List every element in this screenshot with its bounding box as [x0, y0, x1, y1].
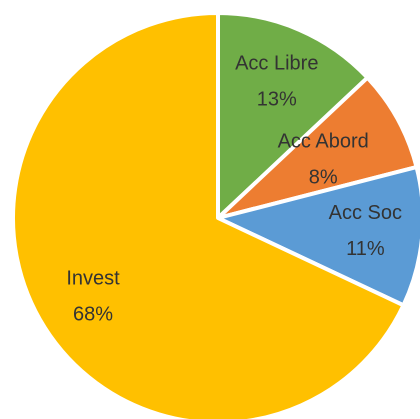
- slice-label: Acc Soc: [329, 202, 402, 224]
- slice-value-label: 8%: [309, 166, 338, 188]
- pie-slice: [216, 165, 420, 308]
- slice-label: Acc Libre: [235, 52, 318, 74]
- slice-value-label: 11%: [346, 238, 385, 260]
- slice-value-label: 68%: [73, 304, 113, 326]
- slice-label: Invest: [66, 268, 120, 290]
- slice-label: Acc Abord: [278, 130, 369, 152]
- pie-slice: [216, 11, 370, 220]
- slice-value-label: 13%: [257, 88, 297, 110]
- pie-slice: [11, 11, 406, 419]
